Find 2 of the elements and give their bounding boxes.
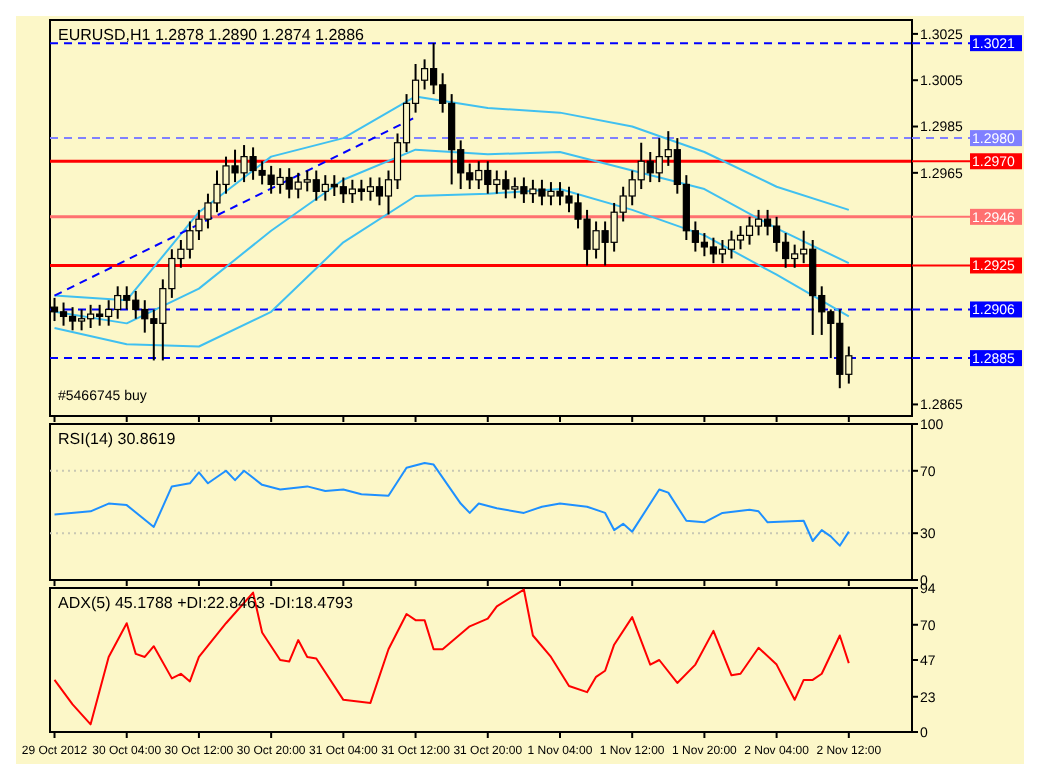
- chart-title: EURUSD,H1 1.2878 1.2890 1.2874 1.2886: [58, 26, 366, 44]
- chart-title: RSI(14) 30.8619: [58, 430, 177, 448]
